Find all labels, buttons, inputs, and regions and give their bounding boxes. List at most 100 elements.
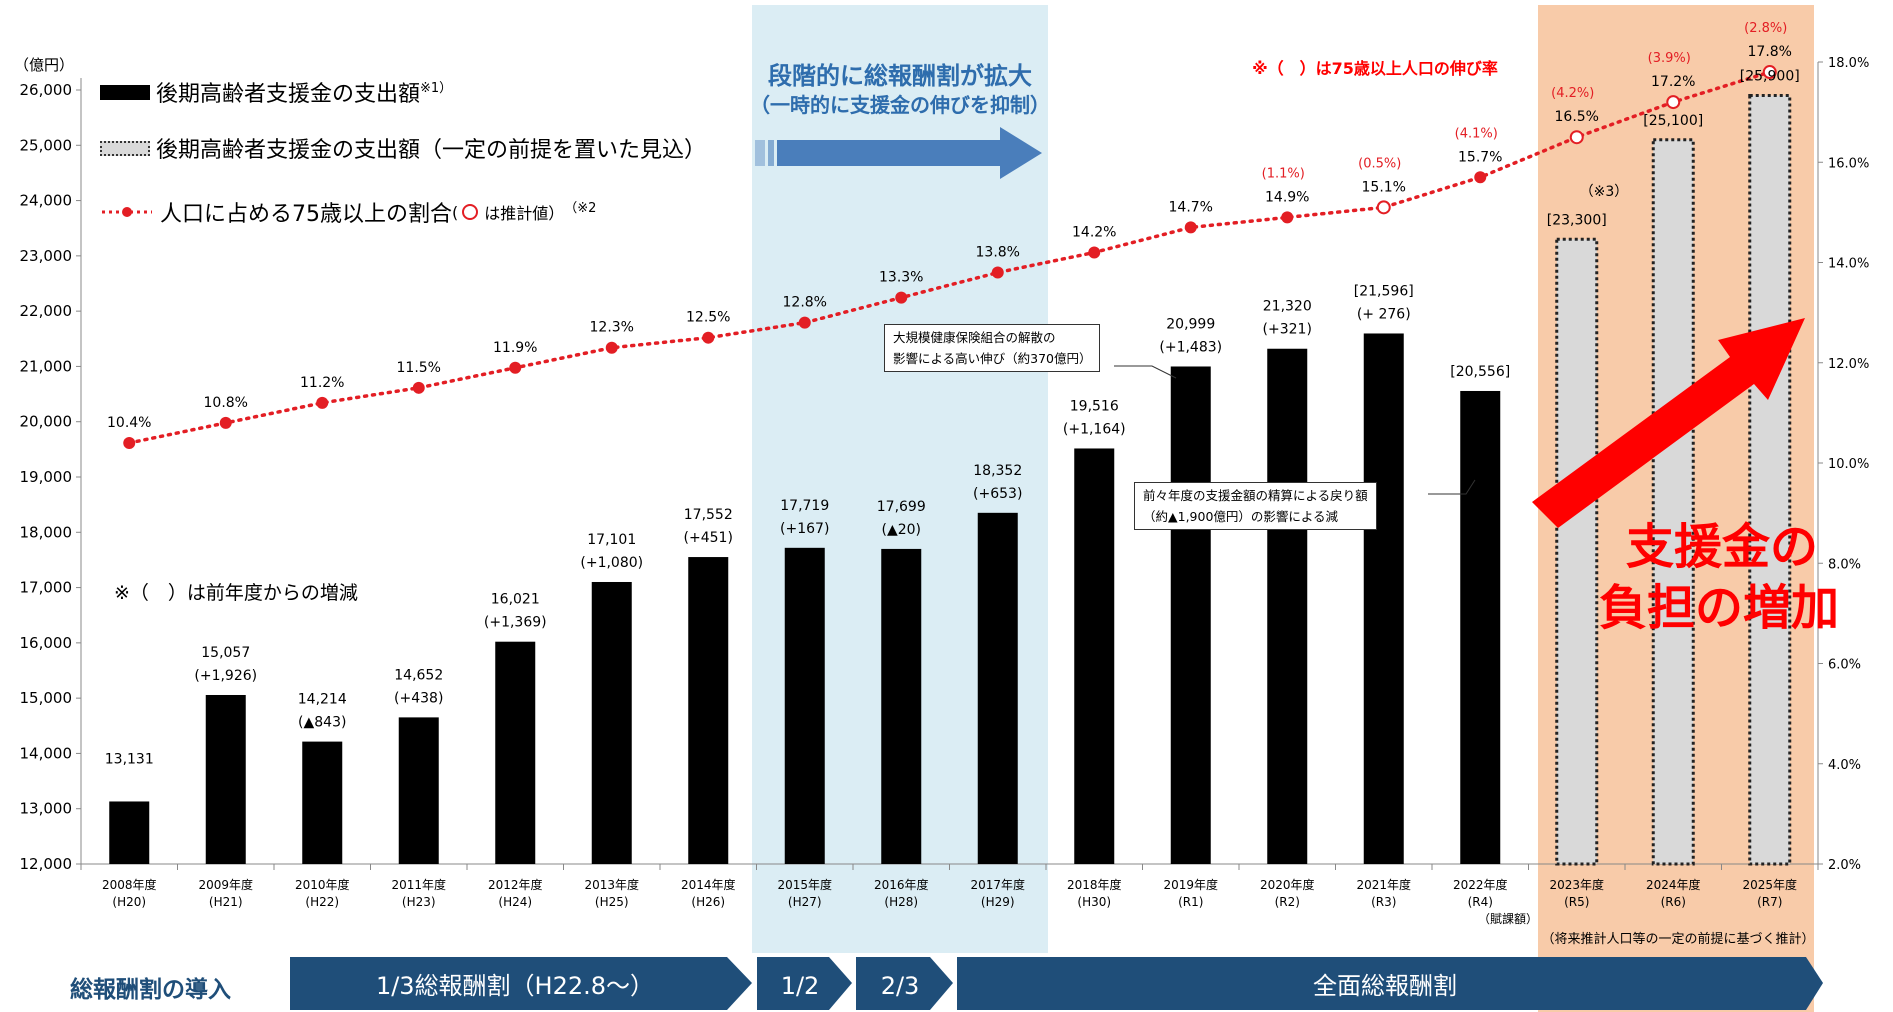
stage2-label: 1/2 [781, 972, 820, 1000]
ratio-growth-label: (0.5%) [1358, 156, 1401, 171]
stage3-band [856, 957, 953, 1010]
y2-tick-label: 14.0% [1828, 257, 1869, 272]
big-text-1: 支援金の [1626, 519, 1818, 575]
ratio-point [605, 341, 618, 354]
ratio-growth-label: (1.1%) [1262, 166, 1305, 181]
bar-value-label: 14,214 [298, 692, 347, 708]
y-tick-label: 13,000 [20, 800, 73, 818]
ratio-point [798, 316, 811, 329]
bar [1074, 448, 1115, 864]
y2-tick-label: 16.0% [1828, 156, 1869, 171]
x-tick-sublabel: (R2) [1275, 895, 1300, 909]
bar [302, 741, 343, 864]
legend-line-estimate: は推計値） [484, 204, 565, 223]
y-tick-label: 16,000 [20, 634, 73, 652]
x-tick-sublabel: (H25) [595, 895, 629, 909]
y2-tick-label: 10.0% [1828, 457, 1869, 472]
ratio-value-label: 14.9% [1265, 189, 1309, 205]
ratio-value-label: 11.2% [300, 375, 344, 391]
ratio-point-estimate [1666, 95, 1681, 110]
x-tick-label: 2019年度 [1163, 877, 1218, 892]
stage4-label: 全面総報酬割 [1313, 972, 1457, 1000]
ratio-value-label: 14.2% [1072, 224, 1116, 240]
y2-tick-label: 6.0% [1828, 658, 1861, 673]
y2-tick-label: 2.0% [1828, 858, 1861, 873]
bar-value-label: [21,596] [1354, 283, 1414, 299]
x-tick-label: 2024年度 [1646, 877, 1701, 892]
x-tick-label: 2011年度 [391, 877, 446, 892]
ratio-value-label: 13.8% [976, 245, 1020, 261]
diff-note: ※（ ）は前年度からの増減 [114, 582, 358, 604]
legend-bar-swatch [100, 84, 150, 100]
x-tick-sublabel: (H26) [691, 895, 725, 909]
bar-projected [1555, 237, 1599, 866]
x-tick-label: 2020年度 [1260, 877, 1315, 892]
ratio-point [412, 381, 425, 394]
bar [977, 512, 1018, 864]
y2-tick-label: 12.0% [1828, 357, 1869, 372]
y-tick-label: 22,000 [20, 302, 73, 320]
stage1-band [290, 957, 752, 1010]
x-tick-sublabel: (H27) [788, 895, 822, 909]
stage2-band [757, 957, 852, 1010]
bar [1267, 348, 1308, 864]
x-tick-sublabel: (R6) [1661, 895, 1686, 909]
phase-title-2: （一時的に支援金の伸びを抑制） [750, 93, 1050, 117]
x-tick-sublabel: (R1) [1178, 895, 1203, 909]
x-tick-label: 2013年度 [584, 877, 639, 892]
bar [591, 581, 632, 864]
bar [398, 717, 439, 864]
stage3-label: 2/3 [881, 972, 920, 1000]
estimate-circle-icon [462, 204, 479, 220]
ratio-point [895, 291, 908, 304]
bar-change-label: (+1,926) [194, 668, 257, 684]
bar-projected [1748, 94, 1792, 866]
ratio-point [316, 396, 329, 409]
ratio-value-label: 12.3% [590, 320, 634, 336]
bar-change-label: (+451) [684, 530, 733, 546]
ratio-value-label: 15.1% [1362, 179, 1406, 195]
data-labels: 13,131 15,057 (+1,926) 14,214 (▲843) 14,652 (+… [105, 21, 1800, 767]
y-tick-label: 18,000 [20, 523, 73, 541]
x-tick-label: 2022年度 [1453, 877, 1508, 892]
bar-projected [1651, 138, 1695, 866]
increase-arrow [1532, 318, 1805, 528]
ratio-growth-label: (4.1%) [1455, 126, 1498, 141]
y-tick-label: 26,000 [20, 81, 73, 99]
x-tick-label: 2015年度 [777, 877, 832, 892]
x-tick-label: 2018年度 [1067, 877, 1122, 892]
ratio-line [123, 65, 1777, 449]
legend-projected: 後期高齢者支援金の支出額（一定の前提を置いた見込） [100, 132, 706, 164]
bar-value-label: 19,516 [1070, 398, 1119, 414]
bar [495, 641, 536, 864]
bar-value-label: 17,552 [684, 507, 733, 523]
ratio-point [1474, 171, 1487, 184]
y-axis-unit: （億円） [14, 56, 74, 74]
x-tick-label: 2016年度 [874, 877, 929, 892]
bar-change-label: (+1,369) [484, 615, 547, 631]
ratio-point-estimate [1569, 130, 1584, 145]
bar-change-label: (+321) [1263, 322, 1312, 338]
bar-value-label: 21,320 [1263, 299, 1312, 315]
big-text-2: 負担の増加 [1599, 580, 1839, 636]
ratio-point [991, 266, 1004, 279]
callout-dissolution: 大規模健康保険組合の解散の 影響による高い伸び（約370億円） [884, 324, 1101, 372]
bar-value-label: 17,699 [877, 499, 926, 515]
bar-value-label: 18,352 [973, 463, 1022, 479]
x-tick-label: 2017年度 [970, 877, 1025, 892]
ratio-point [509, 361, 522, 374]
legend-projected-label: 後期高齢者支援金の支出額（一定の前提を置いた見込） [156, 138, 707, 163]
ratio-value-label: 15.7% [1458, 149, 1502, 165]
callout-settlement: 前々年度の支援金額の精算による戻り額 （約▲1,900億円）の影響による減 [1134, 482, 1377, 530]
legend-projected-swatch [100, 140, 150, 156]
bar-change-label: (▲20) [881, 522, 921, 538]
ratio-point [123, 436, 136, 449]
callout-settlement-line2: （約▲1,900億円）の影響による減 [1143, 509, 1339, 524]
bars [109, 94, 1792, 866]
ratio-point [702, 331, 715, 344]
legend-line-label: 人口に占める75歳以上の割合 [160, 202, 452, 227]
x-tick-label: 2012年度 [488, 877, 543, 892]
callout1-leader [1114, 365, 1177, 379]
x-tick-sublabel: (H30) [1077, 895, 1111, 909]
